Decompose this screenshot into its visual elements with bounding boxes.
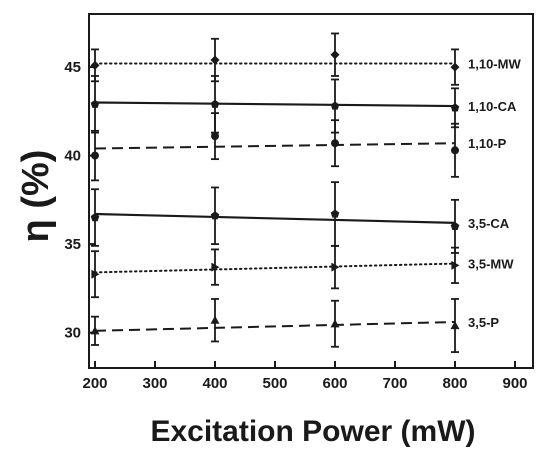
data-point — [90, 213, 100, 222]
data-point — [331, 262, 340, 272]
data-point — [210, 315, 220, 324]
series-group: 3,5-MW — [91, 244, 514, 299]
data-point — [210, 99, 220, 108]
fit-line — [94, 320, 456, 332]
data-point — [210, 55, 220, 65]
plot-area-frame — [88, 13, 534, 369]
y-tick-label: 45 — [64, 59, 81, 76]
x-tick-label: 800 — [442, 375, 467, 392]
x-tick-label: 600 — [322, 375, 347, 392]
series-group: 3,5-P — [90, 298, 499, 353]
y-tick-label: 40 — [64, 148, 81, 165]
series-group: 1,10-CA — [90, 75, 517, 134]
x-tick-label: 900 — [502, 375, 527, 392]
series-label: 1,10-CA — [468, 99, 517, 114]
data-point — [211, 132, 219, 141]
data-point — [450, 103, 460, 112]
x-tick-label: 700 — [382, 375, 407, 392]
fit-line — [94, 262, 456, 274]
fit-line — [94, 212, 456, 224]
data-point — [90, 60, 100, 70]
x-axis-title: Excitation Power (mW) — [150, 415, 475, 448]
fit-line — [94, 142, 456, 150]
series-group: 1,10-P — [91, 112, 507, 182]
data-point — [331, 139, 339, 148]
y-tick-label: 30 — [64, 325, 81, 342]
series-group: 3,5-CA — [90, 181, 510, 254]
series-label: 1,10-MW — [468, 57, 521, 72]
axis-ticks: 200 300 400 500 600 700 800 900 30 35 40 45 — [64, 59, 527, 392]
series-layer: 1,10-MW 1,10-CA 1,10-P 3,5-CA 3,5-MW 3,5-P — [90, 32, 521, 353]
data-point — [210, 211, 220, 220]
data-point — [330, 319, 340, 328]
data-point — [330, 101, 340, 110]
y-tick-label: 35 — [64, 236, 81, 253]
x-tick-label: 500 — [262, 375, 287, 392]
data-point — [211, 262, 220, 272]
data-point — [450, 321, 460, 330]
series-label: 3,5-CA — [468, 216, 510, 231]
x-tick-label: 400 — [202, 375, 227, 392]
series-label: 3,5-MW — [468, 257, 514, 272]
x-tick-label: 300 — [142, 375, 167, 392]
series-group: 1,10-MW — [90, 32, 521, 86]
data-point — [450, 221, 460, 231]
data-point — [91, 151, 99, 160]
data-point — [90, 326, 100, 335]
fit-line — [94, 101, 456, 108]
data-point — [330, 209, 340, 218]
data-point — [90, 99, 100, 108]
data-point — [450, 62, 460, 72]
data-point — [451, 260, 460, 270]
data-point — [91, 269, 100, 279]
data-point — [330, 50, 340, 60]
x-tick-label: 200 — [82, 375, 107, 392]
y-axis-title: η (%) — [15, 150, 57, 243]
series-label: 1,10-P — [468, 136, 507, 151]
series-label: 3,5-P — [468, 315, 499, 330]
data-point — [451, 146, 459, 155]
